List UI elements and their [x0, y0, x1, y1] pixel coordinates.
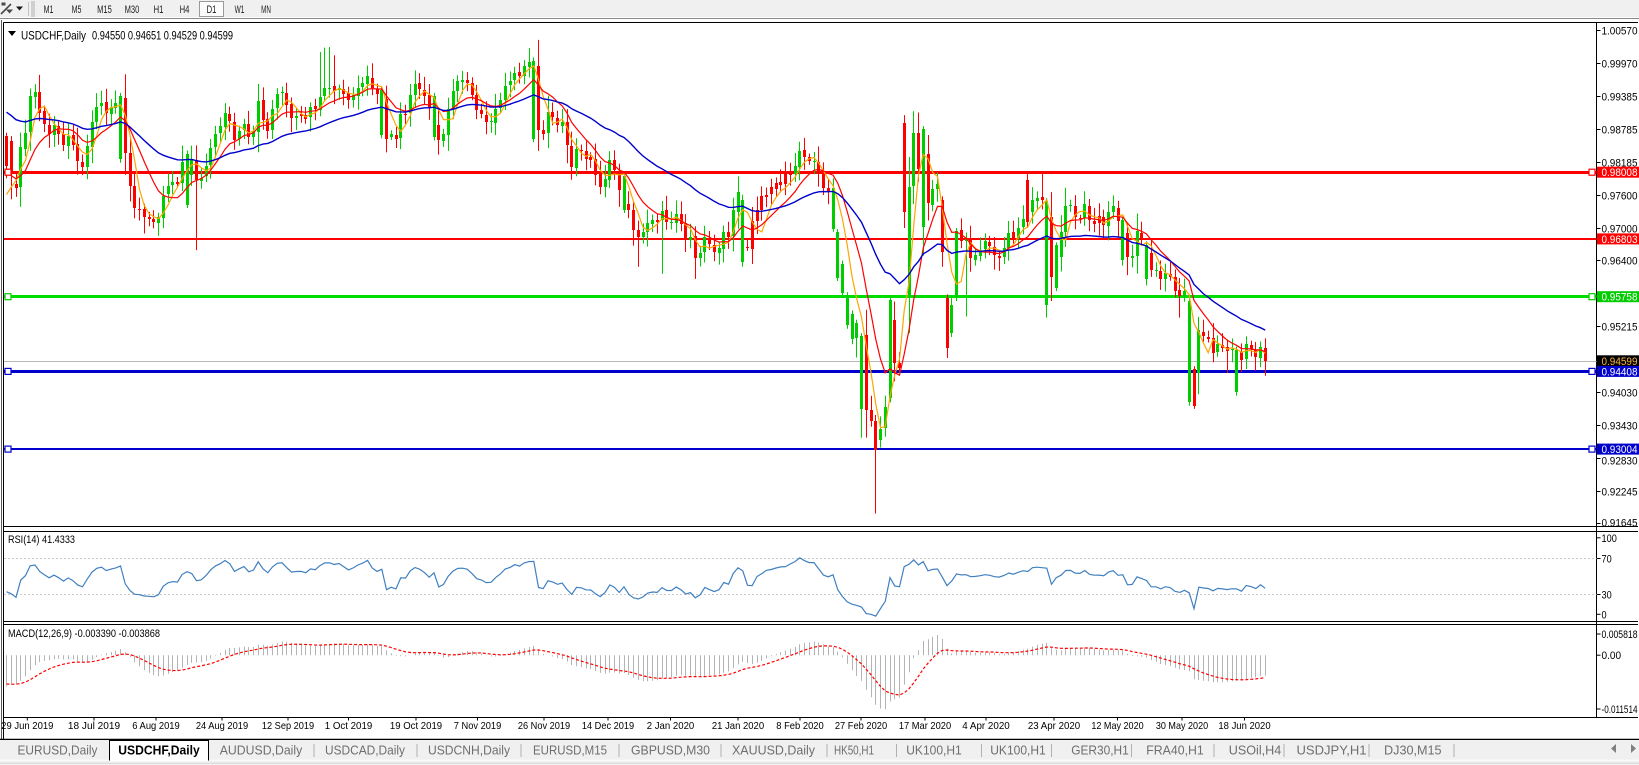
svg-text:30 May 2020: 30 May 2020	[1156, 720, 1208, 732]
svg-text:0.95758: 0.95758	[1602, 292, 1638, 304]
svg-text:M5: M5	[72, 4, 82, 16]
svg-text:USDCHF,Daily: USDCHF,Daily	[21, 29, 86, 43]
svg-text:DJ30,M15: DJ30,M15	[1384, 744, 1442, 758]
svg-text:USDCHF,Daily: USDCHF,Daily	[118, 744, 200, 758]
svg-text:0.98785: 0.98785	[1602, 125, 1638, 137]
svg-text:0.93430: 0.93430	[1602, 421, 1638, 433]
svg-text:HK50,H1: HK50,H1	[834, 744, 874, 758]
svg-text:USOil,H4: USOil,H4	[1229, 744, 1282, 758]
svg-text:UK100,H1: UK100,H1	[990, 744, 1046, 758]
svg-text:0.99970: 0.99970	[1602, 59, 1638, 71]
svg-text:AUDUSD,Daily: AUDUSD,Daily	[220, 744, 303, 758]
svg-text:21 Jan 2020: 21 Jan 2020	[712, 720, 764, 732]
svg-text:0.94408: 0.94408	[1602, 366, 1638, 378]
svg-text:0.95215: 0.95215	[1602, 322, 1638, 334]
svg-text:18 Jun 2020: 18 Jun 2020	[1218, 720, 1270, 732]
svg-text:W1: W1	[235, 4, 245, 16]
svg-text:MN: MN	[261, 4, 271, 16]
svg-text:6 Aug 2019: 6 Aug 2019	[132, 720, 180, 732]
svg-text:-0.011514: -0.011514	[1602, 704, 1638, 716]
svg-text:24 Aug 2019: 24 Aug 2019	[196, 720, 248, 732]
svg-text:0.91645: 0.91645	[1602, 518, 1638, 530]
svg-text:H1: H1	[154, 4, 164, 16]
svg-text:1 Oct 2019: 1 Oct 2019	[325, 720, 373, 732]
svg-text:0.97000: 0.97000	[1602, 224, 1638, 236]
svg-text:USDCAD,Daily: USDCAD,Daily	[325, 744, 406, 758]
svg-text:0.96400: 0.96400	[1602, 256, 1638, 268]
svg-text:GER30,H1: GER30,H1	[1071, 744, 1129, 758]
svg-text:0.94599: 0.94599	[1602, 356, 1638, 368]
svg-text:EURUSD,Daily: EURUSD,Daily	[18, 744, 99, 758]
svg-text:12 May 2020: 12 May 2020	[1091, 720, 1143, 732]
svg-text:4 Apr 2020: 4 Apr 2020	[962, 720, 1010, 732]
svg-text:26 Nov 2019: 26 Nov 2019	[518, 720, 570, 732]
svg-text:M30: M30	[125, 4, 140, 16]
svg-text:0.98008: 0.98008	[1602, 167, 1638, 179]
svg-text:0.94030: 0.94030	[1602, 388, 1638, 400]
svg-text:M1: M1	[44, 4, 54, 16]
svg-text:0.97600: 0.97600	[1602, 191, 1638, 203]
svg-text:0.92245: 0.92245	[1602, 487, 1638, 499]
svg-text:0.005818: 0.005818	[1602, 629, 1638, 641]
svg-text:0.00: 0.00	[1602, 650, 1622, 662]
svg-text:EURUSD,M15: EURUSD,M15	[533, 744, 607, 758]
svg-text:0.98185: 0.98185	[1602, 158, 1638, 170]
svg-text:100: 100	[1602, 533, 1617, 545]
svg-text:14 Dec 2019: 14 Dec 2019	[582, 720, 634, 732]
svg-text:0: 0	[1602, 609, 1607, 621]
svg-text:USDCNH,Daily: USDCNH,Daily	[428, 744, 511, 758]
svg-text:27 Feb 2020: 27 Feb 2020	[835, 720, 887, 732]
svg-text:17 Mar 2020: 17 Mar 2020	[899, 720, 951, 732]
svg-text:18 Jul 2019: 18 Jul 2019	[68, 720, 120, 732]
svg-text:GBPUSD,M30: GBPUSD,M30	[631, 744, 710, 758]
svg-text:RSI(14) 41.4333: RSI(14) 41.4333	[8, 534, 75, 546]
svg-text:12 Sep 2019: 12 Sep 2019	[262, 720, 314, 732]
svg-text:D1: D1	[207, 4, 217, 16]
svg-text:30: 30	[1602, 590, 1612, 602]
svg-text:MACD(12,26,9) -0.003390 -0.003: MACD(12,26,9) -0.003390 -0.003868	[8, 628, 160, 640]
svg-text:8 Feb 2020: 8 Feb 2020	[776, 720, 824, 732]
svg-text:19 Oct 2019: 19 Oct 2019	[390, 720, 442, 732]
svg-text:0.94550 0.94651 0.94529 0.9459: 0.94550 0.94651 0.94529 0.94599	[92, 29, 233, 43]
svg-text:7 Nov 2019: 7 Nov 2019	[454, 720, 502, 732]
svg-text:FRA40,H1: FRA40,H1	[1146, 744, 1204, 758]
svg-text:29 Jun 2019: 29 Jun 2019	[1, 720, 53, 732]
svg-text:USDJPY,H1: USDJPY,H1	[1297, 744, 1367, 758]
svg-text:0.99385: 0.99385	[1602, 92, 1638, 104]
svg-text:M15: M15	[97, 4, 112, 16]
svg-text:70: 70	[1602, 554, 1612, 566]
svg-text:0.93004: 0.93004	[1602, 444, 1638, 456]
svg-text:H4: H4	[180, 4, 190, 16]
svg-text:1.00570: 1.00570	[1602, 26, 1638, 38]
svg-text:UK100,H1: UK100,H1	[906, 744, 962, 758]
svg-text:0.92830: 0.92830	[1602, 456, 1638, 468]
svg-text:2 Jan 2020: 2 Jan 2020	[647, 720, 695, 732]
svg-text:23 Apr 2020: 23 Apr 2020	[1028, 720, 1080, 732]
svg-text:XAUUSD,Daily: XAUUSD,Daily	[732, 744, 816, 758]
svg-text:0.96803: 0.96803	[1602, 234, 1638, 246]
